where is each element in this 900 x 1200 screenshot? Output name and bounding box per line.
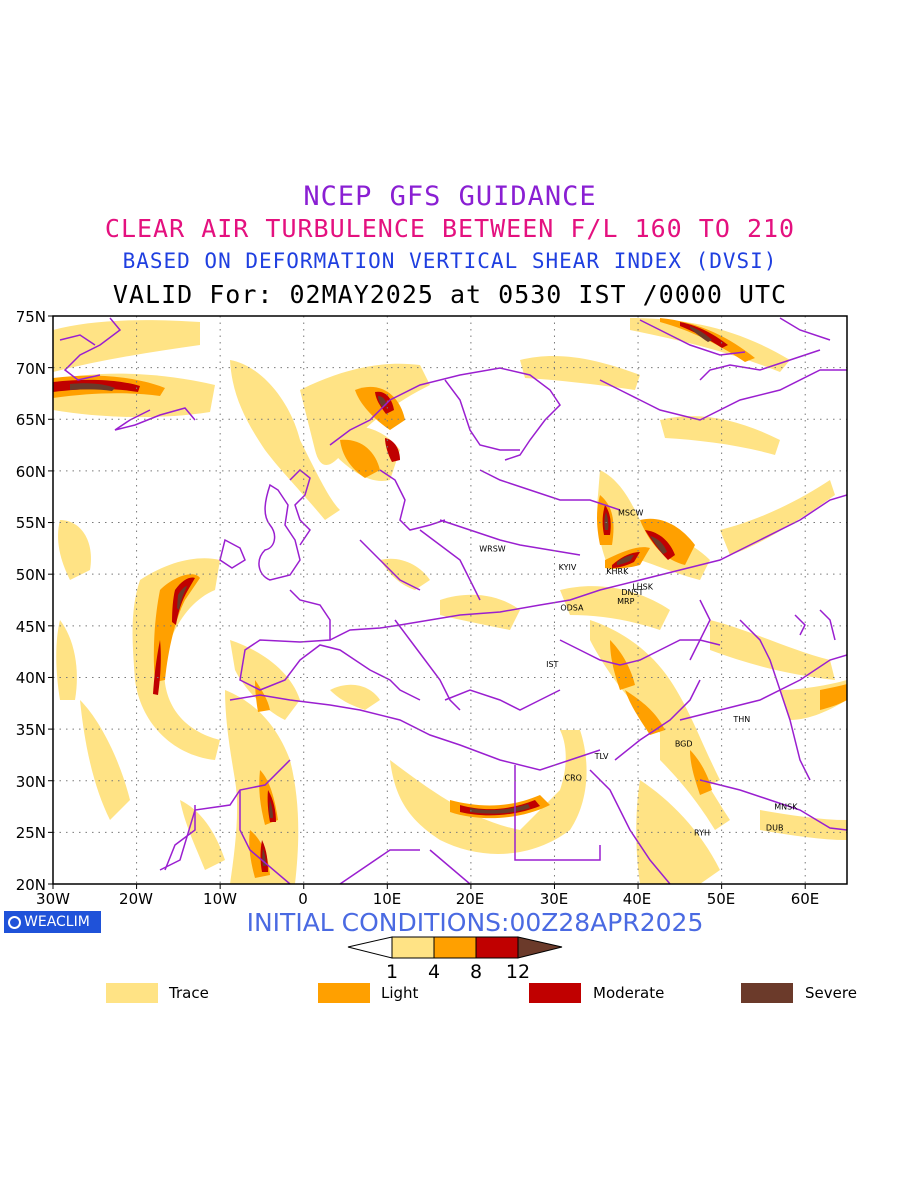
lon-label-20e: 20E: [455, 890, 485, 908]
lat-label-60n: 60N: [15, 463, 46, 481]
colorbar-low-arrow: [347, 936, 393, 959]
city-label-bgd: BGD: [675, 740, 693, 749]
legend-severe-label: Severe: [805, 984, 857, 1002]
colorbar-tick-8: 8: [469, 961, 483, 983]
city-label-odsa: ODSA: [560, 603, 584, 612]
lat-label-40n: 40N: [15, 669, 46, 687]
city-label-khrk: KHRK: [606, 567, 629, 576]
colorbar-tick-1: 1: [385, 961, 399, 983]
lat-label-25n: 25N: [15, 824, 46, 842]
lon-label-30w: 30W: [36, 890, 70, 908]
lat-label-75n: 75N: [15, 308, 46, 326]
lat-label-35n: 35N: [15, 721, 46, 739]
lat-label-20n: 20N: [15, 876, 46, 894]
legend-light-label: Light: [381, 984, 419, 1002]
lon-label-10e: 10E: [372, 890, 402, 908]
title-parameter: CLEAR AIR TURBULENCE BETWEEN F/L 160 TO …: [104, 214, 796, 243]
lon-label-60e: 60E: [790, 890, 820, 908]
weaclim-brand-text: WEACLIM: [24, 914, 90, 930]
city-label-lhsk: LHSK: [632, 583, 654, 592]
title-model: NCEP GFS GUIDANCE: [303, 181, 597, 212]
initial-conditions: INITIAL CONDITIONS:00Z28APR2025: [246, 908, 704, 937]
city-label-thn: THN: [732, 715, 750, 724]
title-valid-time: VALID For: 02MAY2025 at 0530 IST /0000 U…: [112, 280, 788, 309]
colorbar-severe-arrow: [517, 936, 563, 959]
colorbar-tick-4: 4: [427, 961, 441, 983]
city-label-dnst: DNST: [621, 588, 643, 597]
lat-label-30n: 30N: [15, 773, 46, 791]
lon-label-10w: 10W: [203, 890, 237, 908]
city-label-ist: IST: [546, 660, 558, 669]
lon-label-50e: 50E: [706, 890, 736, 908]
colorbar-tick-12: 12: [505, 961, 531, 983]
lon-label-20w: 20W: [119, 890, 153, 908]
weaclim-circle-icon: [8, 916, 21, 929]
legend-severe-swatch: [741, 983, 793, 1003]
country-boundaries: [59, 317, 847, 884]
colorbar-trace-bin: [391, 936, 435, 959]
city-label-cro: CRO: [565, 774, 582, 783]
turbulence-shading: [53, 318, 847, 884]
city-label-mnsk: MNSK: [774, 803, 798, 812]
weaclim-logo: WEACLIM: [4, 911, 101, 933]
colorbar-light-bin: [433, 936, 477, 959]
title-method: BASED ON DEFORMATION VERTICAL SHEAR INDE…: [122, 249, 778, 273]
graticule: [53, 316, 847, 884]
city-label-mscw: MSCW: [618, 508, 644, 517]
legend-trace-label: Trace: [169, 984, 209, 1002]
lat-label-65n: 65N: [15, 411, 46, 429]
legend-moderate-label: Moderate: [593, 984, 665, 1002]
lon-label-30e: 30E: [539, 890, 569, 908]
lat-label-50n: 50N: [15, 566, 46, 584]
lon-label-0: 0: [298, 890, 308, 908]
city-label-tlv: TLV: [594, 752, 609, 761]
lat-label-70n: 70N: [15, 360, 46, 378]
city-label-wrsw: WRSW: [479, 544, 506, 553]
city-label-ryh: RYH: [694, 828, 710, 837]
legend-moderate-swatch: [529, 983, 581, 1003]
lon-label-40e: 40E: [622, 890, 652, 908]
city-label-mrp: MRP: [617, 597, 634, 606]
legend-light-swatch: [318, 983, 370, 1003]
lat-label-55n: 55N: [15, 514, 46, 532]
city-label-kyiv: KYIV: [559, 563, 577, 572]
legend-trace-swatch: [106, 983, 158, 1003]
colorbar-moderate-bin: [475, 936, 519, 959]
map-frame: [52, 315, 848, 885]
city-label-dub: DUB: [766, 823, 784, 832]
colorbar: [347, 936, 563, 959]
lat-label-45n: 45N: [15, 618, 46, 636]
